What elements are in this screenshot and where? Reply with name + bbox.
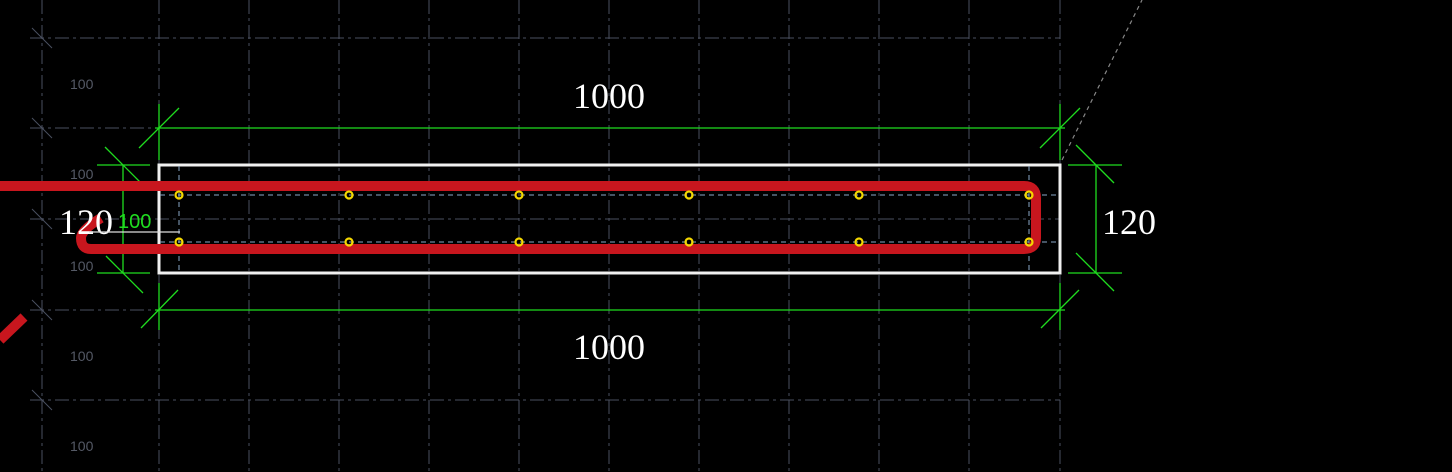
cover-dimension-label: 100 [118, 211, 151, 233]
rebar-point[interactable] [174, 237, 184, 247]
rebar-point[interactable] [1024, 190, 1034, 200]
rebar-point[interactable] [344, 190, 354, 200]
grid-labels: 100 100 100 100 100 [70, 76, 94, 454]
rebar-point[interactable] [854, 190, 864, 200]
rebar-point[interactable] [854, 237, 864, 247]
grid-lines [30, 0, 1061, 472]
stirrup-fragment [0, 313, 28, 344]
section-outline [157, 163, 1062, 275]
dimension-lines [97, 104, 1122, 330]
rebar-point[interactable] [174, 190, 184, 200]
rebar-point[interactable] [684, 190, 694, 200]
grid-label: 100 [70, 438, 94, 454]
rebar-points [174, 190, 1034, 247]
grid-tick [31, 299, 53, 321]
rebar-point[interactable] [1024, 237, 1034, 247]
leader-line [1061, 0, 1143, 161]
grid-label: 100 [70, 76, 94, 92]
rebar-point[interactable] [514, 237, 524, 247]
grid-tick [31, 117, 53, 139]
rebar-point[interactable] [344, 237, 354, 247]
rebar-center-lines [160, 166, 1058, 272]
rebar-point[interactable] [514, 190, 524, 200]
grid-tick [31, 208, 53, 230]
rebar-point[interactable] [684, 237, 694, 247]
grid-label: 100 [70, 348, 94, 364]
grid-label: 100 [70, 166, 94, 182]
grid-tick [31, 27, 53, 49]
grid-label: 100 [70, 258, 94, 274]
grid-tick [31, 389, 53, 411]
top-dimension-label: 1000 [573, 76, 645, 116]
bottom-dimension-label: 1000 [573, 327, 645, 367]
right-dimension-label: 120 [1102, 202, 1156, 242]
left-dimension-label: 120 [59, 202, 113, 242]
stirrup[interactable] [0, 181, 1041, 254]
